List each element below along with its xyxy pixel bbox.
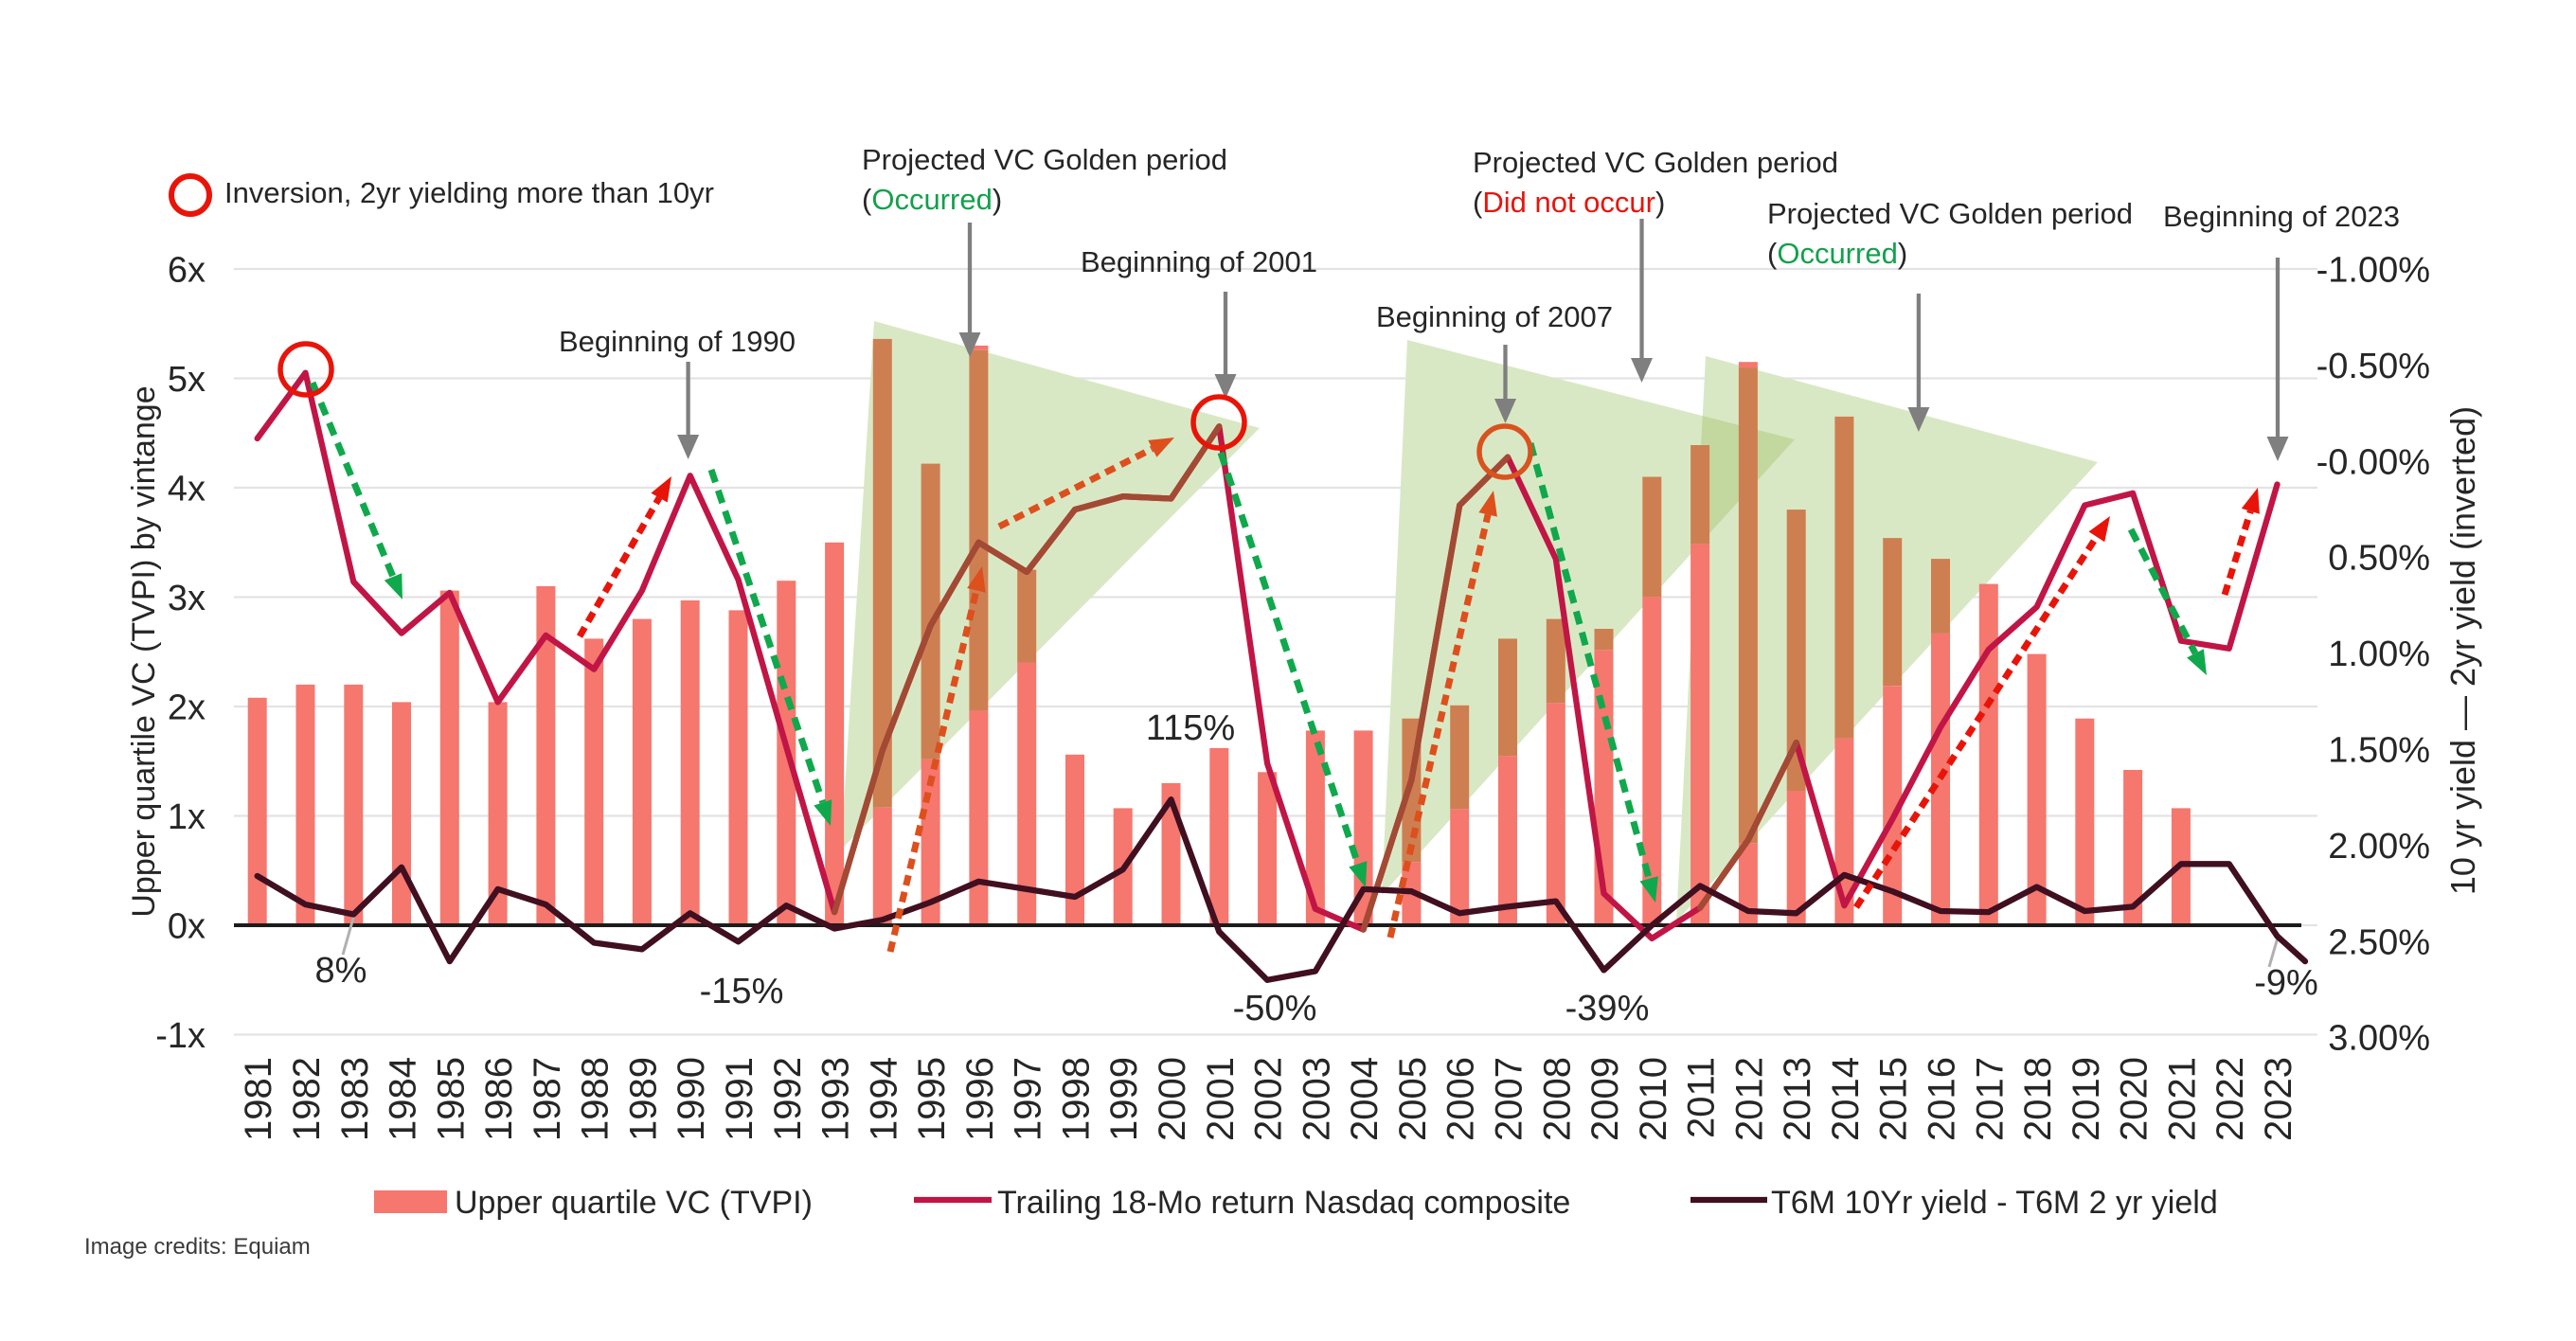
svg-text:Beginning of 2007: Beginning of 2007 xyxy=(1376,300,1613,333)
svg-text:2022: 2022 xyxy=(2209,1057,2251,1141)
svg-text:8%: 8% xyxy=(315,951,367,991)
svg-text:2012: 2012 xyxy=(1728,1057,1770,1141)
svg-text:Upper quartile VC (TVPI): Upper quartile VC (TVPI) xyxy=(455,1185,813,1221)
svg-text:2013: 2013 xyxy=(1777,1057,1818,1141)
svg-text:5x: 5x xyxy=(168,360,206,400)
svg-text:Beginning of 2023: Beginning of 2023 xyxy=(2163,200,2400,233)
svg-text:1984: 1984 xyxy=(383,1057,424,1141)
svg-text:2011: 2011 xyxy=(1681,1057,1723,1138)
svg-text:-50%: -50% xyxy=(1233,989,1317,1028)
svg-text:2009: 2009 xyxy=(1584,1057,1626,1141)
svg-text:1995: 1995 xyxy=(911,1057,953,1141)
svg-text:0x: 0x xyxy=(168,907,206,947)
svg-text:4x: 4x xyxy=(168,470,206,510)
svg-text:-1x: -1x xyxy=(155,1016,206,1056)
svg-text:1982: 1982 xyxy=(286,1057,328,1141)
svg-text:T6M 10Yr yield - T6M 2 yr yiel: T6M 10Yr yield - T6M 2 yr yield xyxy=(1771,1185,2218,1221)
svg-text:2010: 2010 xyxy=(1633,1057,1674,1141)
svg-text:2015: 2015 xyxy=(1873,1057,1915,1141)
svg-text:-39%: -39% xyxy=(1565,989,1650,1028)
svg-text:1999: 1999 xyxy=(1103,1057,1145,1141)
svg-text:(Did not occur): (Did not occur) xyxy=(1473,186,1665,219)
svg-text:6x: 6x xyxy=(168,251,206,291)
svg-text:2014: 2014 xyxy=(1825,1057,1867,1141)
svg-text:2003: 2003 xyxy=(1296,1057,1337,1141)
svg-text:-0.50%: -0.50% xyxy=(2317,347,2430,386)
svg-text:3x: 3x xyxy=(168,579,206,618)
svg-text:Projected VC Golden period: Projected VC Golden period xyxy=(1473,146,1838,179)
svg-text:1983: 1983 xyxy=(334,1057,376,1141)
svg-text:1996: 1996 xyxy=(959,1057,1001,1141)
svg-text:2018: 2018 xyxy=(2017,1057,2059,1141)
svg-text:1998: 1998 xyxy=(1055,1057,1097,1141)
svg-text:2021: 2021 xyxy=(2161,1057,2203,1141)
svg-text:3.00%: 3.00% xyxy=(2328,1019,2430,1059)
svg-text:1997: 1997 xyxy=(1008,1057,1049,1141)
svg-text:2005: 2005 xyxy=(1392,1057,1434,1141)
svg-text:10 yr yield — 2yr yield (inver: 10 yr yield — 2yr yield (inverted) xyxy=(2443,406,2482,895)
svg-text:1989: 1989 xyxy=(622,1057,664,1141)
svg-text:-9%: -9% xyxy=(2254,963,2318,1003)
svg-text:2019: 2019 xyxy=(2066,1057,2107,1141)
svg-text:1.00%: 1.00% xyxy=(2328,635,2430,674)
svg-text:2.50%: 2.50% xyxy=(2328,922,2430,962)
svg-text:(Occurred): (Occurred) xyxy=(1767,237,1907,270)
svg-text:-1.00%: -1.00% xyxy=(2317,251,2430,291)
svg-text:1988: 1988 xyxy=(575,1057,617,1141)
svg-text:1991: 1991 xyxy=(719,1057,760,1141)
svg-text:1985: 1985 xyxy=(430,1057,472,1141)
svg-text:1986: 1986 xyxy=(478,1057,520,1141)
svg-text:2017: 2017 xyxy=(1969,1057,2011,1141)
svg-text:Beginning of 2001: Beginning of 2001 xyxy=(1081,245,1317,278)
svg-text:Projected VC Golden period: Projected VC Golden period xyxy=(1767,197,2133,230)
svg-text:1987: 1987 xyxy=(527,1057,568,1141)
svg-text:2001: 2001 xyxy=(1200,1057,1242,1141)
svg-text:1981: 1981 xyxy=(238,1057,279,1141)
svg-text:2002: 2002 xyxy=(1248,1057,1290,1141)
svg-text:Beginning of 1990: Beginning of 1990 xyxy=(559,325,796,358)
svg-text:2020: 2020 xyxy=(2114,1057,2156,1141)
svg-text:1993: 1993 xyxy=(815,1057,857,1141)
svg-text:Trailing 18-Mo return Nasdaq c: Trailing 18-Mo return Nasdaq composite xyxy=(997,1185,1570,1221)
svg-text:-15%: -15% xyxy=(700,972,784,1011)
svg-text:2x: 2x xyxy=(168,688,206,728)
svg-text:-0.00%: -0.00% xyxy=(2317,442,2430,482)
svg-text:2016: 2016 xyxy=(1922,1057,1963,1141)
svg-text:2.00%: 2.00% xyxy=(2328,827,2430,867)
svg-text:1994: 1994 xyxy=(863,1057,904,1141)
svg-text:1990: 1990 xyxy=(671,1057,712,1141)
svg-text:2008: 2008 xyxy=(1536,1057,1578,1141)
svg-text:1x: 1x xyxy=(168,797,206,837)
svg-text:2000: 2000 xyxy=(1152,1057,1193,1141)
svg-text:1992: 1992 xyxy=(767,1057,809,1141)
svg-text:Upper quartile VC (TVPI) by vi: Upper quartile VC (TVPI) by vintange xyxy=(126,385,162,917)
svg-text:0.50%: 0.50% xyxy=(2328,539,2430,579)
svg-text:2023: 2023 xyxy=(2258,1057,2299,1141)
svg-text:Projected VC Golden period: Projected VC Golden period xyxy=(862,143,1227,176)
svg-text:(Occurred): (Occurred) xyxy=(862,183,1002,216)
svg-text:1.50%: 1.50% xyxy=(2328,731,2430,771)
svg-text:2007: 2007 xyxy=(1488,1057,1530,1141)
svg-text:Inversion, 2yr yielding more t: Inversion, 2yr yielding more than 10yr xyxy=(224,176,714,209)
svg-text:115%: 115% xyxy=(1146,708,1235,748)
svg-text:2006: 2006 xyxy=(1440,1057,1482,1141)
svg-text:2004: 2004 xyxy=(1344,1057,1386,1141)
svg-text:Image credits: Equiam: Image credits: Equiam xyxy=(84,1234,311,1260)
